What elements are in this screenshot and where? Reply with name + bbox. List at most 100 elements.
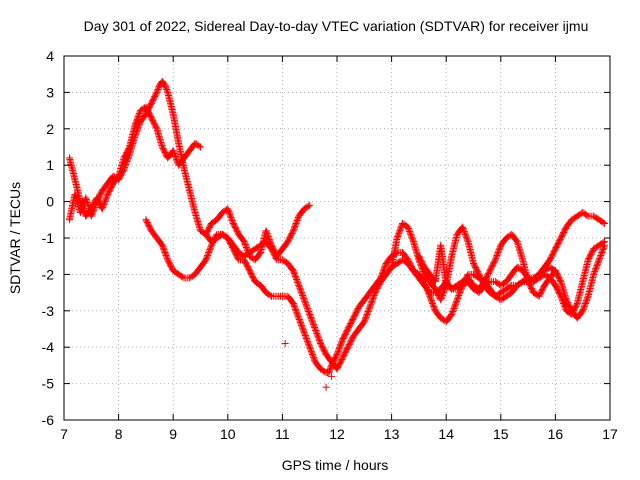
data-point-interp xyxy=(581,300,589,308)
data-point xyxy=(262,227,270,235)
data-point-interp xyxy=(299,292,307,300)
data-point-interp xyxy=(264,233,272,241)
data-point-interp xyxy=(291,304,299,312)
y-tick-label: -6 xyxy=(42,412,55,428)
data-point-interp xyxy=(408,235,416,243)
data-point-interp xyxy=(241,239,249,247)
data-point-interp xyxy=(80,206,88,214)
data-point-interp xyxy=(449,308,457,316)
data-point-interp xyxy=(299,326,307,334)
data-point-interp xyxy=(163,87,171,95)
data-point-interp xyxy=(101,196,109,204)
data-point-interp xyxy=(227,214,235,222)
data-point-interp xyxy=(304,339,312,347)
data-point xyxy=(202,256,210,264)
data-point-interp xyxy=(308,349,316,357)
data-point-interp xyxy=(381,262,389,270)
data-point-interp xyxy=(302,300,310,308)
data-point-interp xyxy=(305,308,313,316)
data-point xyxy=(551,267,559,275)
data-point xyxy=(158,241,166,249)
data-point-interp xyxy=(599,246,607,254)
data-point xyxy=(306,343,314,351)
y-tick-label: 3 xyxy=(46,84,54,100)
data-point-interp xyxy=(396,227,404,235)
data-point-interp xyxy=(172,155,180,163)
y-tick-label: 2 xyxy=(46,121,54,137)
data-point-interp xyxy=(592,265,600,273)
data-point-interp xyxy=(298,323,306,331)
data-point-interp xyxy=(425,289,433,297)
data-point-interp xyxy=(425,291,433,299)
data-point-interp xyxy=(77,201,85,209)
data-point-interp xyxy=(291,222,299,230)
data-point-interp xyxy=(203,253,211,261)
series-arc-1 xyxy=(65,77,314,264)
data-point-interp xyxy=(459,225,467,233)
data-point-interp xyxy=(293,217,301,225)
data-point-interp xyxy=(292,307,300,315)
data-point-interp xyxy=(599,219,607,227)
data-point-interp xyxy=(450,305,458,313)
data-point-interp xyxy=(363,310,371,318)
data-point-interp xyxy=(583,211,591,219)
data-point xyxy=(595,256,603,264)
data-point-interp xyxy=(304,306,312,314)
data-point-interp xyxy=(599,244,607,252)
data-point-interp xyxy=(228,215,236,223)
data-point-interp xyxy=(171,152,179,160)
data-point-interp xyxy=(395,228,403,236)
data-point-interp xyxy=(439,290,447,298)
data-point-interp xyxy=(99,202,107,210)
data-point-interp xyxy=(369,294,377,302)
data-point-interp xyxy=(293,275,301,283)
data-point-interp xyxy=(427,295,435,303)
data-point-interp xyxy=(409,236,417,244)
data-point-interp xyxy=(394,231,402,239)
data-point xyxy=(289,227,297,235)
data-point-interp xyxy=(438,293,446,301)
data-point-interp xyxy=(364,308,372,316)
data-point-interp xyxy=(290,302,298,310)
data-point-interp xyxy=(598,247,606,255)
data-point-interp xyxy=(224,206,232,214)
data-point-interp xyxy=(298,290,306,298)
data-point-interp xyxy=(408,233,416,241)
data-point-interp xyxy=(370,293,378,301)
data-point-interp xyxy=(99,203,107,211)
data-point-interp xyxy=(451,300,459,308)
data-point-interp xyxy=(583,295,591,303)
data-point-interp xyxy=(334,349,342,357)
data-point-interp xyxy=(583,297,591,305)
data-point-interp xyxy=(263,230,271,238)
data-point-interp xyxy=(195,142,203,150)
data-point-interp xyxy=(290,301,298,309)
x-tick-label: 14 xyxy=(438,426,454,442)
data-point-interp xyxy=(493,251,501,259)
data-point-interp xyxy=(449,306,457,314)
data-point-interp xyxy=(310,355,318,363)
data-point-interp xyxy=(292,219,300,227)
data-point-interp xyxy=(225,209,233,217)
data-point xyxy=(161,81,169,89)
data-point-interp xyxy=(573,301,581,309)
data-point-interp xyxy=(308,350,316,358)
data-point-interp xyxy=(290,225,298,233)
data-point-interp xyxy=(305,342,313,350)
data-point-interp xyxy=(133,115,141,123)
data-point-interp xyxy=(154,85,162,93)
data-point xyxy=(448,310,456,318)
data-point-interp xyxy=(448,309,456,317)
data-point xyxy=(437,296,445,304)
data-point-interp xyxy=(295,283,303,291)
y-axis-label: SDTVAR / TECUs xyxy=(7,182,23,294)
data-point-interp xyxy=(206,246,214,254)
data-point-interp xyxy=(461,229,469,237)
data-point-interp xyxy=(266,291,274,299)
data-point xyxy=(289,267,297,275)
data-point-interp xyxy=(170,148,178,156)
data-point-interp xyxy=(227,212,235,220)
y-tick-label: -2 xyxy=(42,266,55,282)
data-point-interp xyxy=(205,247,213,255)
data-point-interp xyxy=(584,294,592,302)
